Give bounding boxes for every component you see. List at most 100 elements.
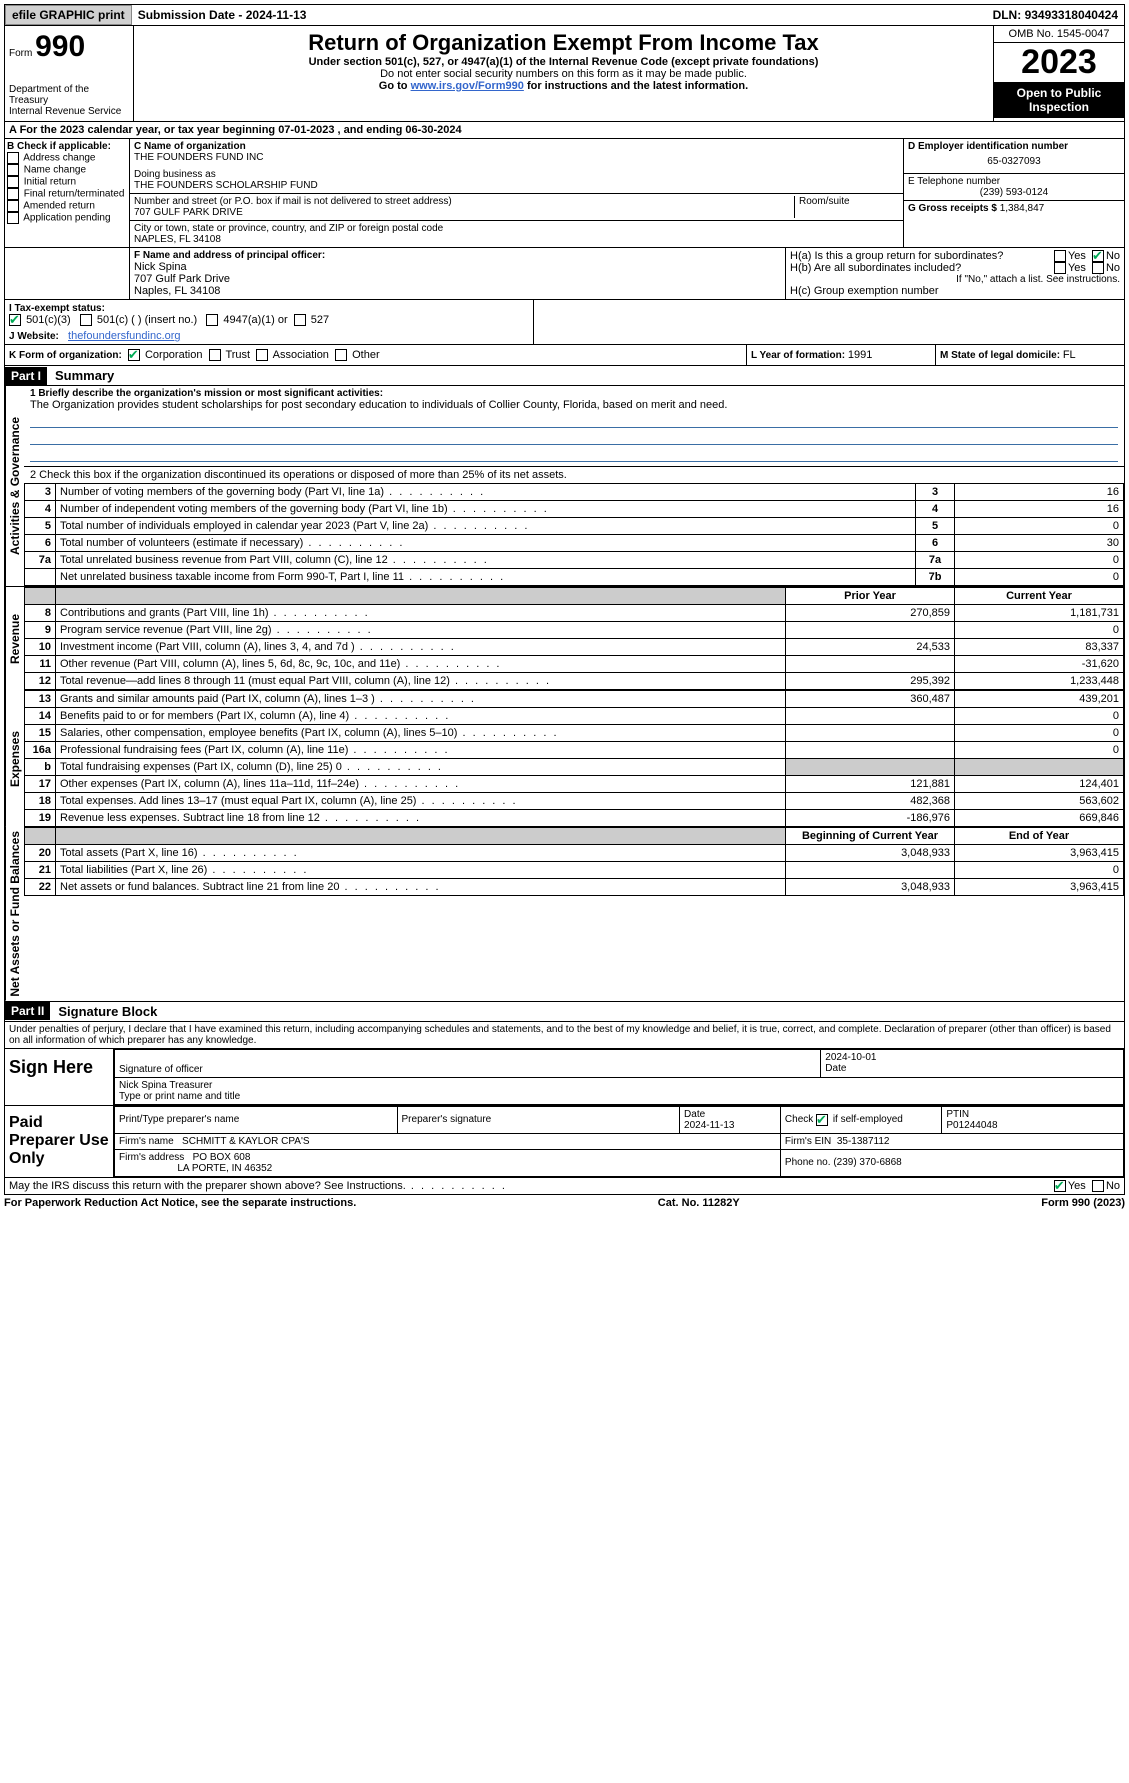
- domicile-value: FL: [1063, 349, 1076, 361]
- prior-year-header: Prior Year: [786, 588, 955, 605]
- ptin-value: P01244048: [946, 1120, 997, 1131]
- checkbox-amended-return[interactable]: Amended return: [7, 200, 127, 212]
- trust-checkbox[interactable]: [209, 349, 221, 361]
- firm-addr-label: Firm's address: [119, 1152, 184, 1163]
- discontinued-label: 2 Check this box if the organization dis…: [24, 467, 1124, 483]
- 4947-checkbox[interactable]: [206, 314, 218, 326]
- 501c3-checkbox[interactable]: [9, 314, 21, 326]
- table-row: 16aProfessional fundraising fees (Part I…: [25, 742, 1124, 759]
- org-form-block: K Form of organization: Corporation Trus…: [4, 345, 1125, 366]
- tax-period: A For the 2023 calendar year, or tax yea…: [4, 122, 1125, 139]
- sig-date-value: 2024-10-01: [825, 1052, 1119, 1063]
- net-assets-table: Beginning of Current Year End of Year 20…: [24, 827, 1124, 896]
- officer-label: F Name and address of principal officer:: [134, 250, 781, 261]
- ha-label: H(a) Is this a group return for subordin…: [790, 250, 1054, 262]
- form-footer-label: Form 990 (2023): [1041, 1197, 1125, 1209]
- other-checkbox[interactable]: [335, 349, 347, 361]
- part1-tag: Part I: [5, 367, 47, 385]
- tax-year: 2023: [994, 43, 1124, 82]
- table-row: 10Investment income (Part VIII, column (…: [25, 639, 1124, 656]
- omb-number: OMB No. 1545-0047: [994, 26, 1124, 43]
- signature-block: Sign Here Signature of officer 2024-10-0…: [4, 1049, 1125, 1178]
- checkbox-final-return-terminated[interactable]: Final return/terminated: [7, 188, 127, 200]
- table-row: 17Other expenses (Part IX, column (A), l…: [25, 776, 1124, 793]
- firm-name-value: SCHMITT & KAYLOR CPA'S: [182, 1136, 310, 1147]
- table-row: 15Salaries, other compensation, employee…: [25, 725, 1124, 742]
- officer-city: Naples, FL 34108: [134, 285, 781, 297]
- mission-text: The Organization provides student schola…: [30, 399, 1118, 411]
- domicile-label: M State of legal domicile:: [940, 350, 1063, 361]
- officer-group-block: F Name and address of principal officer:…: [4, 248, 1125, 300]
- revenue-table: Prior Year Current Year 8Contributions a…: [24, 587, 1124, 690]
- submission-date-label: Submission Date - 2024-11-13: [132, 6, 313, 24]
- phone-value: (239) 593-0124: [908, 187, 1120, 198]
- discuss-yes-checkbox[interactable]: [1054, 1180, 1066, 1192]
- phone-label: E Telephone number: [908, 176, 1120, 187]
- year-formation-label: L Year of formation:: [751, 350, 848, 361]
- hb-label: H(b) Are all subordinates included?: [790, 262, 1054, 274]
- 527-checkbox[interactable]: [294, 314, 306, 326]
- table-row: 13Grants and similar amounts paid (Part …: [25, 691, 1124, 708]
- firm-addr1: PO BOX 608: [193, 1152, 251, 1163]
- table-row: 21Total liabilities (Part X, line 26)0: [25, 862, 1124, 879]
- self-employed-checkbox[interactable]: [816, 1114, 828, 1126]
- efile-button[interactable]: efile GRAPHIC print: [5, 5, 132, 25]
- governance-table: 3Number of voting members of the governi…: [24, 483, 1124, 586]
- officer-name: Nick Spina: [134, 261, 781, 273]
- city-value: NAPLES, FL 34108: [134, 234, 899, 245]
- ein-value: 65-0327093: [908, 152, 1120, 171]
- discuss-no-checkbox[interactable]: [1092, 1180, 1104, 1192]
- table-row: 14Benefits paid to or for members (Part …: [25, 708, 1124, 725]
- table-row: 3Number of voting members of the governi…: [25, 484, 1124, 501]
- checkbox-application-pending[interactable]: Application pending: [7, 212, 127, 224]
- firm-phone-value: (239) 370-6868: [833, 1157, 901, 1168]
- form-subtitle-1: Under section 501(c), 527, or 4947(a)(1)…: [138, 56, 989, 68]
- sign-here-label: Sign Here: [5, 1049, 114, 1105]
- firm-name-label: Firm's name: [119, 1136, 174, 1147]
- ha-yes-checkbox[interactable]: [1054, 250, 1066, 262]
- tab-revenue: Revenue: [5, 587, 24, 690]
- hc-label: H(c) Group exemption number: [790, 285, 1120, 297]
- cat-number: Cat. No. 11282Y: [658, 1197, 740, 1209]
- part2-header: Part II Signature Block: [4, 1002, 1125, 1022]
- sig-date-label: Date: [825, 1063, 1119, 1074]
- form-header: Form 990 Department of the Treasury Inte…: [4, 26, 1125, 122]
- hb-yes-checkbox[interactable]: [1054, 262, 1066, 274]
- checkbox-name-change[interactable]: Name change: [7, 164, 127, 176]
- assoc-checkbox[interactable]: [256, 349, 268, 361]
- ptin-label: PTIN: [946, 1109, 969, 1120]
- dept-treasury: Department of the Treasury: [9, 84, 129, 106]
- form-subtitle-2: Do not enter social security numbers on …: [138, 68, 989, 80]
- irs-link[interactable]: www.irs.gov/Form990: [411, 80, 524, 92]
- tax-status-label: I Tax-exempt status:: [9, 303, 105, 314]
- form-number: 990: [35, 30, 85, 63]
- year-formation-value: 1991: [848, 349, 872, 361]
- current-year-header: Current Year: [955, 588, 1124, 605]
- street-label: Number and street (or P.O. box if mail i…: [134, 196, 794, 207]
- ha-no-checkbox[interactable]: [1092, 250, 1104, 262]
- checkbox-address-change[interactable]: Address change: [7, 152, 127, 164]
- paid-preparer-label: Paid Preparer Use Only: [5, 1106, 114, 1177]
- tab-activities-governance: Activities & Governance: [5, 386, 24, 586]
- table-row: 4Number of independent voting members of…: [25, 501, 1124, 518]
- status-website-block: I Tax-exempt status: 501(c)(3) 501(c) ( …: [4, 300, 1125, 345]
- gross-receipts-label: G Gross receipts $: [908, 203, 1000, 214]
- boy-header: Beginning of Current Year: [786, 828, 955, 845]
- form-word: Form: [9, 48, 32, 59]
- table-row: 9Program service revenue (Part VIII, lin…: [25, 622, 1124, 639]
- expenses-table: 13Grants and similar amounts paid (Part …: [24, 690, 1124, 827]
- table-row: 8Contributions and grants (Part VIII, li…: [25, 605, 1124, 622]
- 501c-checkbox[interactable]: [80, 314, 92, 326]
- tab-net-assets: Net Assets or Fund Balances: [5, 827, 24, 1001]
- open-to-public: Open to Public Inspection: [994, 82, 1124, 118]
- table-row: 11Other revenue (Part VIII, column (A), …: [25, 656, 1124, 673]
- irs-label: Internal Revenue Service: [9, 106, 129, 117]
- officer-name-title: Nick Spina Treasurer: [119, 1080, 1119, 1091]
- org-name-label: C Name of organization: [134, 141, 899, 152]
- corp-checkbox[interactable]: [128, 349, 140, 361]
- mission-label: 1 Briefly describe the organization's mi…: [30, 388, 1118, 399]
- checkbox-initial-return[interactable]: Initial return: [7, 176, 127, 188]
- website-link[interactable]: thefoundersfundinc.org: [68, 330, 181, 342]
- hb-no-checkbox[interactable]: [1092, 262, 1104, 274]
- table-row: 20Total assets (Part X, line 16)3,048,93…: [25, 845, 1124, 862]
